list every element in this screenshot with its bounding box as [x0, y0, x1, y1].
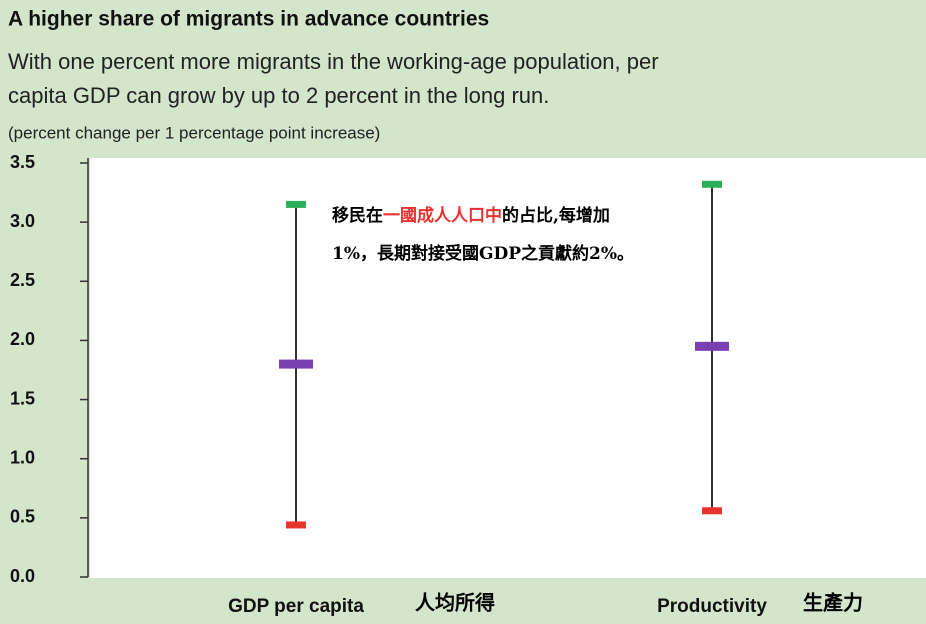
- annotation: 移民在一國成人人口中的占比,每增加: [332, 205, 610, 226]
- subtitle: capita GDP can grow by up to 2 percent i…: [8, 83, 549, 108]
- x-tick-label: GDP per capita: [228, 596, 364, 617]
- annotation-segment: 移民在: [332, 205, 383, 226]
- range-marker: [286, 521, 306, 529]
- y-tick-label: 1.5: [10, 388, 35, 408]
- annotation: 1%，長期對接受國GDP之貢獻約2%。: [332, 243, 634, 264]
- y-tick-label: 3.0: [10, 211, 35, 231]
- category-note: 人均所得: [415, 591, 495, 615]
- plot-area: [90, 158, 926, 578]
- y-tick-label: 3.5: [10, 152, 35, 172]
- y-tick-label: 2.5: [10, 270, 35, 290]
- y-tick-label: 0.5: [10, 507, 35, 527]
- annotation-segment: 一國成人人口中: [383, 205, 502, 226]
- y-tick-label: 2.0: [10, 329, 35, 349]
- chart-title: A higher share of migrants in advance co…: [8, 8, 489, 31]
- y-axis-label: (percent change per 1 percentage point i…: [8, 123, 380, 142]
- range-marker: [702, 180, 722, 188]
- range-marker: [279, 359, 313, 369]
- category-note: 生產力: [803, 591, 863, 615]
- annotation-segment: 的占比,每增加: [502, 205, 610, 226]
- range-marker: [695, 341, 729, 351]
- range-marker: [286, 200, 306, 208]
- y-tick-label: 0.0: [10, 566, 35, 586]
- range-marker: [702, 507, 722, 515]
- subtitle: With one percent more migrants in the wo…: [8, 49, 659, 74]
- annotation-segment: 1%，長期對接受國GDP之貢獻約2%。: [332, 243, 634, 264]
- y-tick-label: 1.0: [10, 447, 35, 467]
- x-tick-label: Productivity: [657, 596, 767, 617]
